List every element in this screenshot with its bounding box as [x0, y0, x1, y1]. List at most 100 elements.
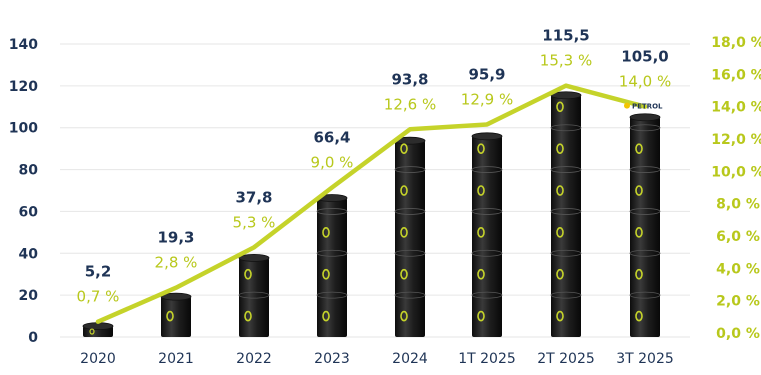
- barrel-rim: [629, 166, 661, 173]
- barrel-top: [629, 113, 661, 122]
- bar-body: [395, 140, 425, 337]
- barrel-logo: [477, 185, 485, 196]
- barrel-rim: [629, 249, 661, 257]
- logo-text: PETROL: [632, 103, 663, 111]
- left-tick-label: 140: [9, 37, 38, 53]
- right-tick-label: 8,0 %: [716, 197, 760, 213]
- barrel-rim: [629, 208, 661, 215]
- barrel-logo: [89, 328, 95, 335]
- left-tick-label: 80: [19, 163, 39, 179]
- barrel-rim: [471, 208, 503, 215]
- bar-body: [161, 296, 191, 337]
- barrel-logo: [400, 227, 408, 238]
- series-line: [95, 83, 648, 324]
- x-axis: 2020 2021 2022 2023 2024 1T 2025 2T 2025 3T 202…: [80, 351, 674, 367]
- barrel-rim: [471, 291, 503, 299]
- bar-value-label: 93,8: [391, 70, 428, 88]
- barrel-logo: [635, 185, 643, 196]
- barrel-rim: [394, 166, 426, 173]
- line-value-label: 14,0 %: [619, 73, 671, 91]
- barrel-logo: [556, 227, 564, 238]
- x-tick-label: 1T 2025: [458, 351, 516, 367]
- left-tick-label: 100: [9, 121, 38, 137]
- barrel-logo: [477, 310, 485, 322]
- bar-value-label: 5,2: [85, 263, 112, 281]
- bar: [394, 136, 426, 337]
- line-value-label: 12,6 %: [384, 95, 436, 113]
- barrel-rim: [316, 208, 348, 215]
- barrel-logo: [166, 310, 174, 322]
- x-tick-label: 2022: [236, 351, 272, 367]
- barrel-logo: [400, 268, 408, 280]
- bar-value-label: 115,5: [542, 27, 589, 45]
- barrel-rim: [471, 166, 503, 173]
- percentage-line: [95, 83, 648, 324]
- barrel-rim: [471, 249, 503, 257]
- x-tick-label: 3T 2025: [616, 351, 674, 367]
- x-tick-label: 2021: [158, 351, 194, 367]
- grid: [60, 43, 690, 338]
- right-tick-label: 0,0 %: [716, 326, 760, 342]
- bar-value-label: 37,8: [235, 188, 272, 206]
- barrel-rim: [550, 166, 582, 173]
- barrel-logo: [556, 143, 564, 154]
- barrel-logo: [477, 227, 485, 238]
- x-tick-label: 2023: [314, 351, 350, 367]
- barrel-rim: [394, 291, 426, 299]
- right-tick-label: 12,0 %: [711, 132, 761, 148]
- right-tick-label: 6,0 %: [716, 229, 760, 245]
- barrel-top: [471, 132, 503, 141]
- barrel-logo: [244, 268, 252, 280]
- bar: [471, 132, 503, 337]
- barrel-logo: [635, 227, 643, 238]
- barrel-logo: [322, 227, 330, 238]
- bar: [629, 113, 661, 337]
- bar-body: [551, 95, 581, 338]
- bar: [550, 91, 582, 338]
- bar-value-label: 19,3: [157, 229, 194, 247]
- barrel-rim: [629, 124, 661, 132]
- barrel-rim: [629, 291, 661, 299]
- barrel-rim: [394, 249, 426, 257]
- bar: [160, 292, 192, 337]
- line-value-label: 2,8 %: [155, 254, 198, 272]
- barrel-logo: [556, 268, 564, 280]
- bars: [82, 91, 661, 338]
- bar: [316, 194, 348, 337]
- barrel-logo: [477, 268, 485, 280]
- line-value-label: 12,9 %: [461, 90, 513, 108]
- bar-value-label: 95,9: [468, 65, 505, 83]
- line-value-label: 15,3 %: [540, 52, 592, 70]
- bar-body: [317, 198, 347, 337]
- barrel-top: [238, 253, 270, 262]
- barrel-rim: [238, 291, 270, 299]
- x-tick-label: 2T 2025: [537, 351, 595, 367]
- bar: [238, 253, 270, 337]
- barrel-logo: [322, 268, 330, 280]
- bar-body: [630, 117, 660, 337]
- barrel-logo: [322, 310, 330, 322]
- bar-value-label: 66,4: [313, 129, 350, 147]
- barrel-logo: [400, 310, 408, 322]
- right-tick-label: 14,0 %: [711, 100, 761, 116]
- right-tick-label: 16,0 %: [711, 67, 761, 83]
- barrel-logo: [556, 310, 564, 322]
- left-axis: 0 20 40 60 80 100 120 140: [9, 37, 38, 346]
- left-tick-label: 60: [19, 204, 39, 220]
- x-tick-label: 2020: [80, 351, 116, 367]
- right-tick-label: 4,0 %: [716, 261, 760, 277]
- left-tick-label: 0: [28, 330, 38, 346]
- petrol-logo: PETROL: [624, 102, 663, 111]
- barrel-rim: [394, 208, 426, 215]
- right-tick-label: 2,0 %: [716, 294, 760, 310]
- left-tick-label: 20: [19, 288, 39, 304]
- barrel-logo: [244, 310, 252, 322]
- x-tick-label: 2024: [392, 351, 428, 367]
- barrel-rim: [550, 124, 582, 132]
- barrel-logo: [556, 185, 564, 196]
- right-tick-label: 18,0 %: [711, 35, 761, 51]
- barrel-logo: [400, 143, 408, 154]
- barrel-rim: [316, 291, 348, 299]
- barrel-rim: [550, 208, 582, 215]
